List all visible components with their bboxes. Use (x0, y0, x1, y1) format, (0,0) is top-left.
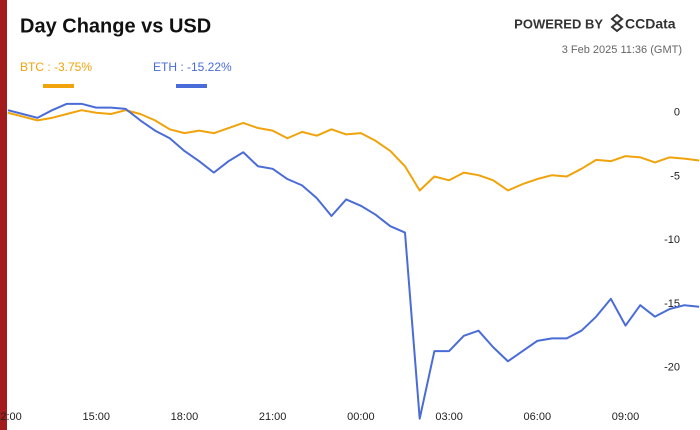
x-tick-label: 21:00 (259, 411, 287, 423)
legend-swatch (43, 84, 74, 88)
x-tick-label: 06:00 (524, 411, 552, 423)
series-line (7, 102, 700, 420)
x-tick-label: 15:00 (82, 411, 110, 423)
x-tick-label: 18:00 (171, 411, 199, 423)
brand: CCData (625, 16, 676, 32)
x-tick-label: 03:00 (435, 411, 463, 423)
legend-label: ETH : -15.22% (153, 60, 232, 74)
chart-title: Day Change vs USD (20, 15, 211, 37)
series-line (7, 109, 700, 192)
y-tick-label: 0 (674, 107, 680, 119)
x-tick-label: 00:00 (347, 411, 375, 423)
legend-label: BTC : -3.75% (20, 60, 92, 74)
y-tick-label: -20 (664, 362, 680, 374)
side-bar (0, 0, 7, 430)
brand-logo (610, 13, 624, 33)
x-tick-label: 09:00 (612, 411, 640, 423)
legend-swatch (176, 84, 207, 88)
y-tick-label: -5 (670, 170, 680, 182)
y-tick-label: -10 (664, 234, 680, 246)
x-tick-label: 12:00 (0, 411, 22, 423)
timestamp: 3 Feb 2025 11:36 (GMT) (562, 44, 682, 56)
brand-prefix: POWERED BY (514, 16, 603, 31)
